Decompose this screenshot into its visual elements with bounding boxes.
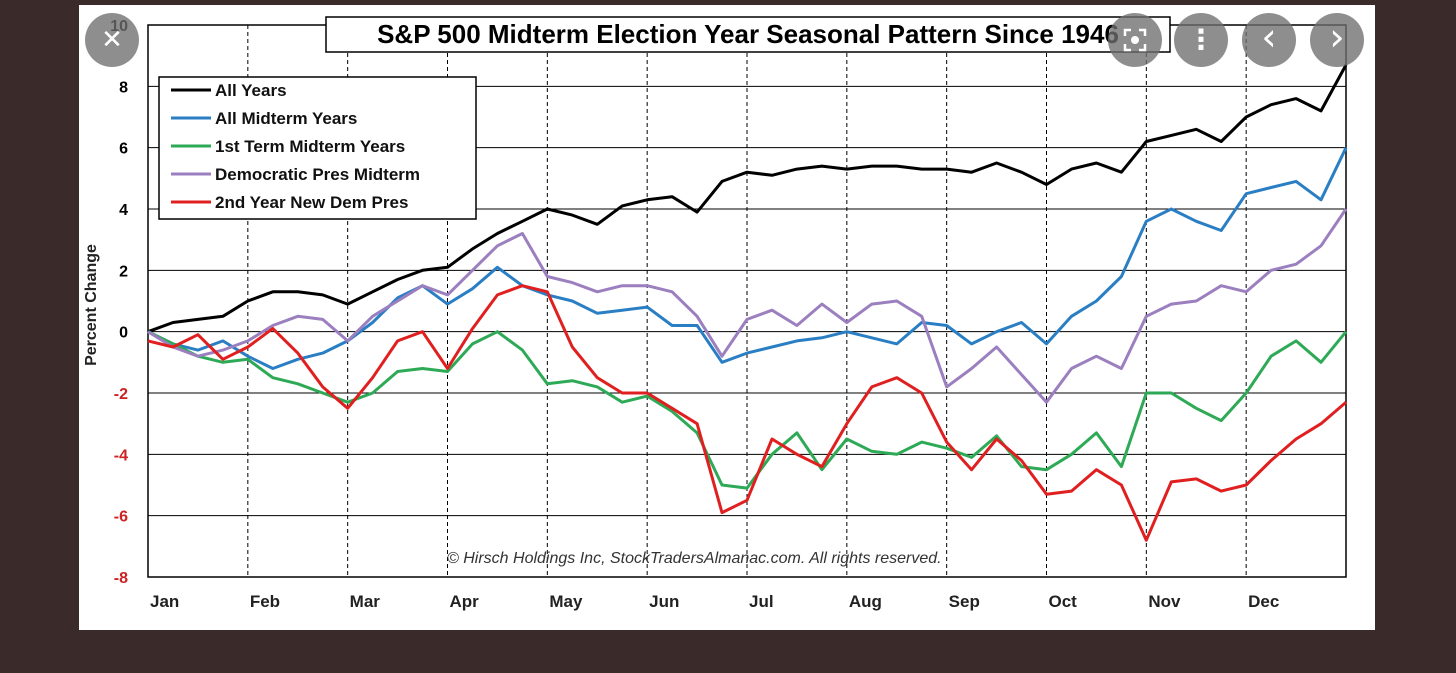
y-tick-label: 2 xyxy=(119,263,128,280)
legend-label: 2nd Year New Dem Pres xyxy=(215,193,408,212)
chevron-left-icon: ‹ xyxy=(1261,15,1277,59)
series-line xyxy=(147,208,1348,404)
copyright-text: © Hirsch Holdings Inc, StockTradersAlman… xyxy=(447,550,942,567)
chart-card: -8-6-4-20246810 JanFebMarAprMayJunJulAug… xyxy=(79,5,1375,630)
y-tick-label: 6 xyxy=(119,141,128,158)
image-search-button[interactable] xyxy=(1108,13,1162,67)
legend-label: All Midterm Years xyxy=(215,109,357,128)
previous-image-button[interactable]: ‹ xyxy=(1242,13,1296,67)
close-icon: ✕ xyxy=(101,25,123,55)
chart: -8-6-4-20246810 JanFebMarAprMayJunJulAug… xyxy=(83,16,1348,611)
x-tick-label: Dec xyxy=(1248,592,1279,611)
legend-label: 1st Term Midterm Years xyxy=(215,137,405,156)
legend-box xyxy=(158,76,477,220)
x-tick-label: Jun xyxy=(649,592,679,611)
x-tick-label: Sep xyxy=(949,592,980,611)
y-tick-label: -8 xyxy=(114,570,128,587)
series-line xyxy=(147,330,1348,490)
y-tick-label: -4 xyxy=(114,447,128,464)
x-axis: Jan Feb Mar Apr May Jun Jul Aug Sep Oct Nov Dec xyxy=(150,592,1279,611)
y-tick-label: -2 xyxy=(114,386,128,403)
x-tick-label: Oct xyxy=(1049,592,1078,611)
chart-title: S&P 500 Midterm Election Year Seasonal P… xyxy=(377,19,1119,49)
x-tick-label: Aug xyxy=(849,592,882,611)
close-button[interactable]: ✕ xyxy=(85,13,139,67)
more-vert-icon: ⋮ xyxy=(1187,23,1215,56)
x-tick-label: May xyxy=(549,592,583,611)
x-tick-label: Jul xyxy=(749,592,774,611)
y-tick-label: 4 xyxy=(119,202,128,219)
y-tick-label: 0 xyxy=(119,325,128,342)
y-axis-label: Percent Change xyxy=(83,244,100,366)
series-line xyxy=(147,64,1348,334)
series-line xyxy=(147,284,1347,542)
series-group xyxy=(147,64,1348,542)
legend-label: Democratic Pres Midterm xyxy=(215,165,420,184)
y-tick-label: 8 xyxy=(119,79,128,96)
legend-label: All Years xyxy=(215,81,287,100)
x-tick-label: Apr xyxy=(450,592,480,611)
x-tick-label: Feb xyxy=(250,592,280,611)
x-tick-label: Nov xyxy=(1148,592,1181,611)
x-tick-label: Mar xyxy=(350,592,381,611)
next-image-button[interactable]: › xyxy=(1310,13,1364,67)
image-search-icon xyxy=(1123,28,1147,52)
x-tick-label: Jan xyxy=(150,592,179,611)
y-axis: -8-6-4-20246810 xyxy=(110,18,128,587)
chevron-right-icon: › xyxy=(1329,15,1345,59)
y-tick-label: -6 xyxy=(114,509,128,526)
more-options-button[interactable]: ⋮ xyxy=(1174,13,1228,67)
title-box xyxy=(325,16,1171,53)
legend: All Years All Midterm Years 1st Term Midte… xyxy=(171,81,420,212)
